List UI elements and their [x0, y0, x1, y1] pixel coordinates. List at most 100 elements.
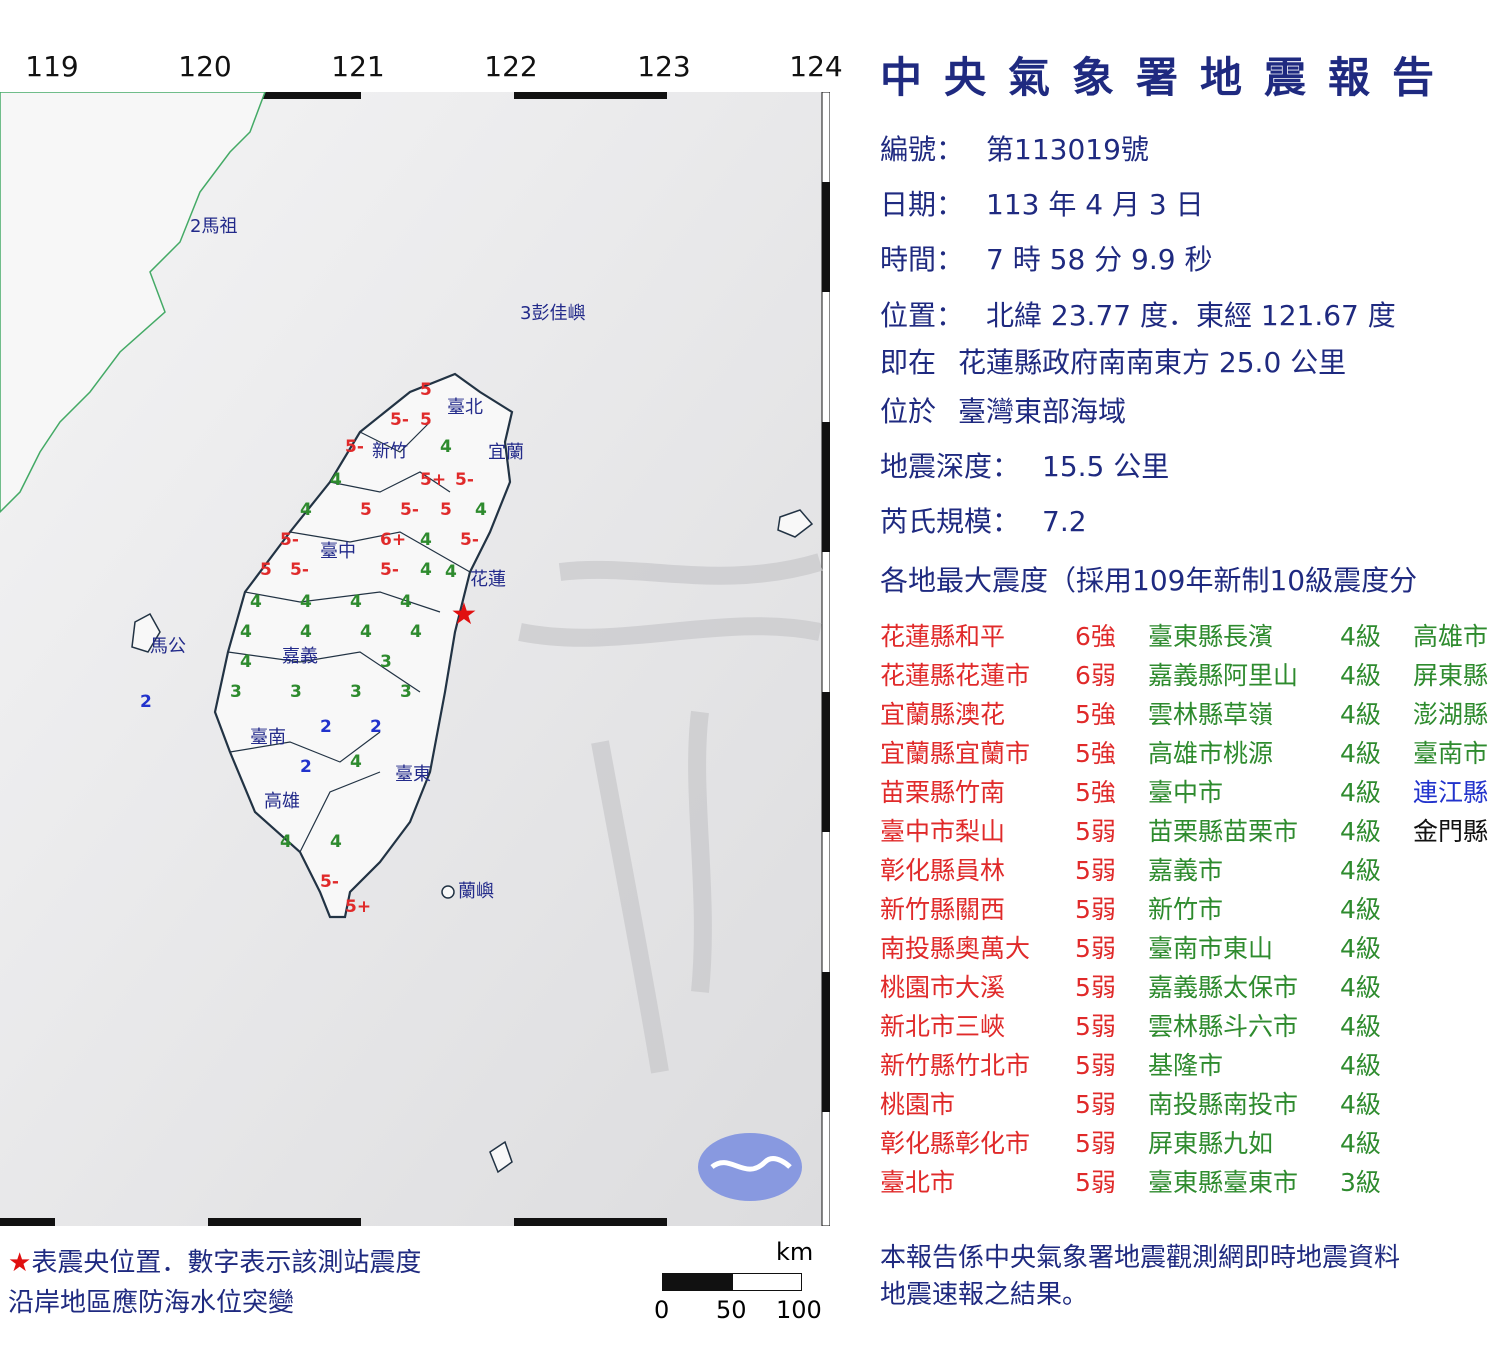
station-intensity: 4 — [250, 592, 262, 612]
table-place: 花蓮縣花蓮市 — [880, 661, 1031, 690]
table-place: 桃園市大溪 — [880, 973, 1006, 1002]
table-place: 嘉義縣阿里山 — [1148, 661, 1299, 690]
intensity-map[interactable]: ★ 5 5- 5 5- 4 4 5+ 5- 4 5 5- 5 4 5- 6+ 4 5- 5 5- 5- 4 4 4 4 4 4 4 4… — [0, 92, 830, 1226]
table-place: 苗栗縣竹南 — [880, 778, 1006, 807]
station-intensity: 4 — [440, 437, 452, 457]
table-place: 臺北市 — [880, 1168, 956, 1197]
info-date: 日期： 113 年 4 月 3 日 — [880, 188, 1204, 221]
table-place: 彰化縣彰化市 — [880, 1129, 1031, 1158]
map-label-lanyu: 蘭嶼 — [458, 881, 494, 902]
table-level: 4級 — [1340, 700, 1381, 729]
table-place: 新竹縣關西 — [880, 895, 1006, 924]
table-level: 4級 — [1340, 778, 1381, 807]
table-level: 5弱 — [1075, 1012, 1116, 1041]
info-time: 時間： 7 時 58 分 9.9 秒 — [880, 243, 1213, 276]
station-intensity: 4 — [300, 500, 312, 520]
station-intensity: 5+ — [345, 897, 372, 917]
table-place: 彰化縣員林 — [880, 856, 1006, 885]
info-relative: 即在 花蓮縣政府南南東方 25.0 公里 — [880, 346, 1347, 379]
table-level: 5弱 — [1075, 856, 1116, 885]
station-intensity: 3 — [400, 682, 412, 702]
station-intensity: 4 — [350, 752, 362, 772]
table-level: 4級 — [1340, 1129, 1381, 1158]
station-intensity: 4 — [445, 562, 457, 582]
penghu-island — [131, 612, 161, 653]
scale-unit: km — [776, 1238, 814, 1266]
report-title: 中央氣象署地震報告 — [880, 53, 1457, 102]
station-intensity: 5- — [345, 437, 364, 457]
station-intensity: 4 — [400, 592, 412, 612]
map-label-hsinchu: 新竹 — [372, 441, 408, 462]
table-place: 臺南市 — [1413, 739, 1489, 768]
scale-tick: 100 — [776, 1296, 822, 1324]
table-level: 5弱 — [1075, 895, 1116, 924]
frame-scale-bars — [0, 92, 830, 1226]
cwa-logo — [698, 1133, 802, 1201]
table-level: 3級 — [1340, 1168, 1381, 1197]
taiwan-island — [213, 372, 514, 919]
lon-tick: 122 — [484, 50, 538, 83]
map-label-taichung: 臺中 — [320, 541, 356, 562]
station-intensity: 5 — [260, 560, 272, 580]
table-place: 雲林縣斗六市 — [1148, 1012, 1299, 1041]
table-level: 5強 — [1075, 739, 1116, 768]
info-magnitude: 芮氏規模： 7.2 — [880, 505, 1087, 538]
station-intensity: 5 — [420, 380, 432, 400]
map-label-magong: 馬公 — [150, 636, 186, 657]
footnote-line-2: 地震速報之結果。 — [880, 1280, 1089, 1310]
table-level: 4級 — [1340, 1051, 1381, 1080]
scale-tick: 50 — [716, 1296, 747, 1324]
table-place: 臺東縣臺東市 — [1148, 1168, 1299, 1197]
station-intensity: 6+ — [380, 530, 407, 550]
table-level: 5弱 — [1075, 1129, 1116, 1158]
table-place: 連江縣 — [1413, 778, 1489, 807]
station-intensity: 5- — [390, 410, 409, 430]
table-place: 南投縣南投市 — [1148, 1090, 1299, 1119]
map-label-matsu: 2馬祖 — [190, 216, 238, 237]
table-level: 4級 — [1340, 895, 1381, 924]
table-level: 4級 — [1340, 661, 1381, 690]
table-level: 4級 — [1340, 817, 1381, 846]
table-place: 新北市三峽 — [880, 1012, 1006, 1041]
station-intensity: 4 — [410, 622, 422, 642]
table-place: 臺東縣長濱 — [1148, 622, 1274, 651]
station-intensity: 2 — [300, 757, 312, 777]
map-svg: ★ — [0, 92, 830, 1226]
table-level: 4級 — [1340, 856, 1381, 885]
table-place: 高雄市 — [1413, 622, 1489, 651]
station-intensity: 5+ — [420, 470, 447, 490]
intensity-heading: 各地最大震度（採用109年新制10級震度分 — [880, 564, 1418, 597]
table-place: 嘉義市 — [1148, 856, 1224, 885]
station-intensity: 4 — [300, 592, 312, 612]
station-intensity: 4 — [420, 530, 432, 550]
station-intensity: 5 — [420, 410, 432, 430]
table-place: 金門縣 — [1413, 817, 1489, 846]
table-place: 嘉義縣太保市 — [1148, 973, 1299, 1002]
station-intensity: 5- — [455, 470, 474, 490]
station-intensity: 5- — [290, 560, 309, 580]
legend-line-2: 沿岸地區應防海水位突變 — [8, 1288, 295, 1318]
station-intensity: 3 — [350, 682, 362, 702]
station-intensity: 4 — [330, 470, 342, 490]
table-level: 5強 — [1075, 778, 1116, 807]
table-place: 臺南市東山 — [1148, 934, 1274, 963]
station-intensity: 5- — [320, 872, 339, 892]
table-level: 5弱 — [1075, 1168, 1116, 1197]
info-location: 位置： 北緯 23.77 度．東經 121.67 度 — [880, 299, 1396, 332]
station-intensity: 4 — [475, 500, 487, 520]
china-coast — [0, 92, 266, 514]
lanyu-island — [441, 885, 455, 899]
station-intensity: 4 — [360, 622, 372, 642]
table-place: 南投縣奧萬大 — [880, 934, 1031, 963]
info-number: 編號： 第113019號 — [880, 133, 1149, 166]
map-label-hualien: 花蓮 — [470, 569, 506, 590]
lon-tick: 119 — [25, 50, 79, 83]
table-place: 苗栗縣苗栗市 — [1148, 817, 1299, 846]
table-place: 雲林縣草嶺 — [1148, 700, 1274, 729]
table-place: 臺中市 — [1148, 778, 1224, 807]
station-intensity: 4 — [330, 832, 342, 852]
table-place: 澎湖縣 — [1413, 700, 1489, 729]
station-intensity: 4 — [300, 622, 312, 642]
station-intensity: 4 — [420, 560, 432, 580]
lon-tick: 121 — [331, 50, 385, 83]
